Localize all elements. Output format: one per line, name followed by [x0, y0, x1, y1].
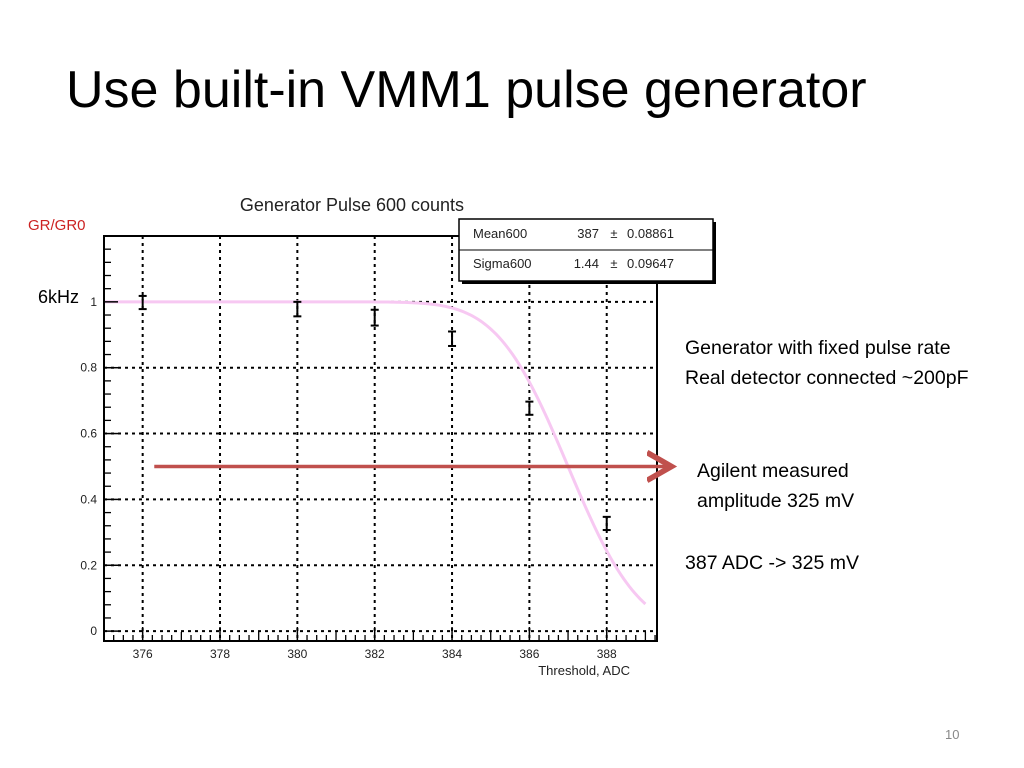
stats-value: 387	[577, 226, 599, 241]
x-tick-label: 376	[133, 647, 153, 661]
y-tick-label: 0	[90, 624, 97, 638]
note-line-2: Real detector connected ~200pF	[685, 367, 969, 389]
note-line-1: Generator with fixed pulse rate	[685, 337, 951, 359]
stats-pm: ±	[610, 256, 617, 271]
slide-title: Use built-in VMM1 pulse generator	[66, 61, 867, 119]
data-point	[602, 515, 611, 532]
stats-error: 0.08861	[627, 226, 674, 241]
x-tick-label: 388	[597, 647, 617, 661]
note-line-3: Agilent measured	[697, 460, 849, 482]
x-tick-label: 384	[442, 647, 462, 661]
note-agilent: Agilent measured amplitude 325 mV	[697, 456, 854, 516]
data-points	[138, 294, 611, 532]
grid	[104, 236, 657, 641]
stats-error: 0.09647	[627, 256, 674, 271]
stats-name: Sigma600	[473, 256, 532, 271]
data-point	[448, 330, 457, 347]
x-axis-label: Threshold, ADC	[538, 663, 630, 678]
x-tick-label: 380	[287, 647, 307, 661]
fit-curve-layer	[104, 300, 647, 606]
x-tick-label: 386	[519, 647, 539, 661]
rate-label: 6kHz	[38, 287, 80, 307]
y-tick-label: 0.2	[80, 558, 97, 572]
x-tick-label: 382	[365, 647, 385, 661]
note-generator: Generator with fixed pulse rate Real det…	[685, 333, 968, 393]
data-point	[138, 294, 147, 311]
page-number: 10	[945, 727, 960, 742]
data-point	[293, 300, 302, 318]
chart-title: Generator Pulse 600 counts	[240, 195, 464, 215]
fit-curve	[104, 300, 647, 606]
data-point	[525, 400, 534, 416]
stats-pm: ±	[610, 226, 617, 241]
y-tick-label: 0.6	[80, 427, 97, 441]
y-tick-label: 0.8	[80, 361, 97, 375]
plot-frame	[103, 235, 658, 642]
y-tick-label: 1	[90, 295, 97, 309]
note-conversion: 387 ADC -> 325 mV	[685, 552, 859, 574]
axis-ticks: 376 378 380 382 384 386 388 0 0.2 0.4 0.6 0.8 1	[80, 248, 656, 661]
y-axis-label: GR/GR0	[28, 217, 86, 234]
x-tick-label: 378	[210, 647, 230, 661]
y-tick-label: 0.4	[80, 492, 97, 506]
note-line-4: amplitude 325 mV	[697, 490, 855, 512]
data-point	[370, 308, 379, 327]
stats-name: Mean600	[473, 226, 527, 241]
stats-value: 1.44	[574, 256, 599, 271]
stats-box: Mean600 387 ±0.08861 Sigma600 1.44 ±0.09647	[458, 218, 716, 284]
